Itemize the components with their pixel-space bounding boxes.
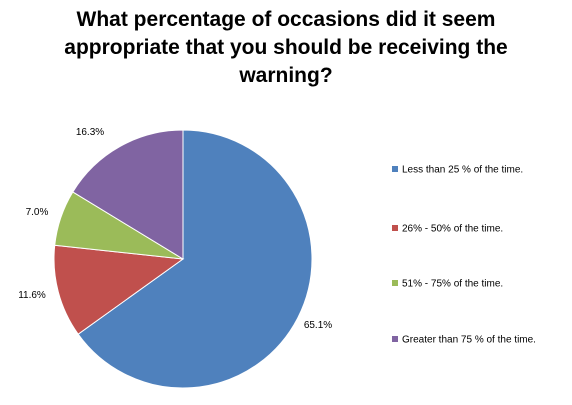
legend-swatch-3 bbox=[392, 280, 398, 286]
legend: Less than 25 % of the time. 26% - 50% of … bbox=[392, 165, 536, 346]
legend-swatch-4 bbox=[392, 336, 398, 342]
pie-slice-2 bbox=[53, 244, 185, 335]
slice-label-2: 11.6% bbox=[18, 290, 46, 301]
legend-swatch-1 bbox=[392, 166, 398, 172]
chart-title-line-1: What percentage of occasions did it seem bbox=[76, 8, 496, 31]
legend-label-4: Greater than 75 % of the time. bbox=[402, 335, 536, 346]
legend-label-3: 51% - 75% of the time. bbox=[402, 279, 503, 290]
pie-slices bbox=[53, 129, 313, 389]
slice-label-1: 65.1% bbox=[304, 320, 332, 331]
legend-label-1: Less than 25 % of the time. bbox=[402, 165, 523, 176]
pie-slice-1 bbox=[77, 129, 313, 389]
legend-label-2: 26% - 50% of the time. bbox=[402, 224, 503, 235]
chart-title: What percentage of occasions did it seem… bbox=[0, 6, 572, 90]
pie-slice-4 bbox=[72, 129, 184, 260]
pie-slice-labels: 65.1% 11.6% 7.0% 16.3% bbox=[18, 127, 332, 331]
slice-label-3: 7.0% bbox=[26, 207, 49, 218]
legend-swatch-2 bbox=[392, 225, 398, 231]
slice-label-4: 16.3% bbox=[76, 127, 104, 138]
chart-title-line-3: warning? bbox=[239, 64, 333, 87]
chart-title-line-2: appropriate that you should be receiving… bbox=[64, 36, 508, 59]
